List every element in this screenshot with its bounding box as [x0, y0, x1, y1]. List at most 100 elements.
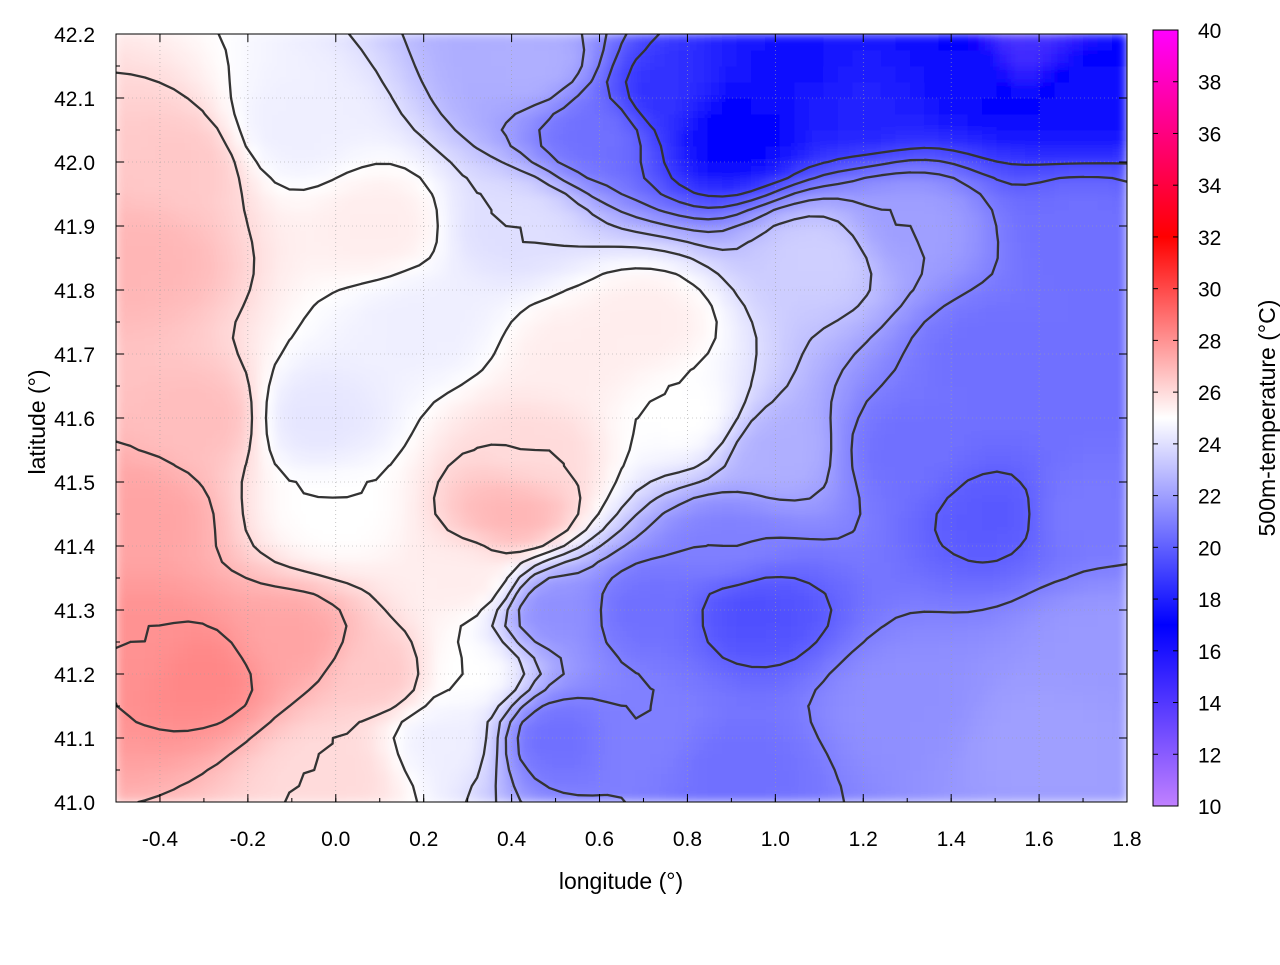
field-cell	[216, 177, 233, 195]
field-cell	[505, 65, 521, 83]
field-cell	[332, 353, 348, 371]
field-cell	[606, 449, 622, 467]
field-cell	[938, 305, 955, 323]
field-cell	[1068, 433, 1085, 451]
field-cell	[447, 65, 464, 83]
field-cell	[505, 241, 521, 259]
field-cell	[1025, 337, 1041, 355]
field-cell	[982, 177, 998, 195]
field-cell	[621, 465, 637, 483]
field-cell	[1025, 353, 1041, 371]
field-cell	[231, 34, 247, 51]
field-cell	[1010, 273, 1027, 291]
field-cell	[707, 417, 724, 435]
field-cell	[116, 257, 131, 275]
field-cell	[880, 289, 897, 307]
field-cell	[505, 529, 521, 547]
field-cell	[909, 657, 926, 675]
field-cell	[996, 689, 1012, 707]
field-cell	[274, 49, 290, 67]
field-cell	[794, 369, 810, 387]
field-cell	[563, 65, 579, 83]
field-cell	[577, 225, 594, 243]
field-cell	[909, 225, 926, 243]
field-cell	[895, 81, 911, 99]
field-cell	[129, 545, 146, 563]
field-cell	[187, 785, 204, 802]
field-cell	[924, 657, 940, 675]
field-cell	[880, 145, 897, 163]
field-cell	[621, 337, 637, 355]
field-cell	[707, 769, 724, 787]
field-cell	[707, 433, 724, 451]
field-cell	[129, 657, 146, 675]
field-cell	[722, 593, 738, 611]
field-cell	[202, 657, 218, 675]
field-cell	[635, 49, 651, 67]
field-cell	[866, 49, 882, 67]
contour-line	[116, 440, 348, 802]
field-cell	[202, 449, 218, 467]
field-cell	[202, 417, 218, 435]
field-cell	[895, 545, 911, 563]
field-cell	[346, 561, 363, 579]
field-cell	[433, 641, 449, 659]
field-cell	[577, 289, 594, 307]
field-cell	[129, 641, 146, 659]
field-cell	[375, 577, 391, 595]
field-cell	[389, 337, 406, 355]
field-cell	[982, 241, 998, 259]
field-cell	[389, 353, 406, 371]
field-cell	[1068, 193, 1085, 211]
field-cell	[722, 417, 738, 435]
field-cell	[462, 49, 478, 67]
field-cell	[317, 225, 334, 243]
field-cell	[938, 113, 955, 131]
field-cell	[389, 193, 406, 211]
field-cell	[274, 529, 290, 547]
field-cell	[664, 769, 680, 787]
field-cell	[361, 385, 377, 403]
field-cell	[664, 34, 680, 51]
field-cell	[476, 497, 493, 515]
field-cell	[852, 337, 868, 355]
field-cell	[866, 449, 882, 467]
field-cell	[693, 641, 709, 659]
field-cell	[837, 769, 854, 787]
field-cell	[1112, 449, 1127, 467]
field-cell	[866, 177, 882, 195]
field-cell	[1083, 641, 1099, 659]
field-cell	[1010, 769, 1027, 787]
field-cell	[129, 673, 146, 691]
field-cell	[794, 721, 810, 739]
field-cell	[852, 129, 868, 147]
field-cell	[274, 369, 290, 387]
field-cell	[274, 481, 290, 499]
field-cell	[116, 305, 131, 323]
field-cell	[649, 561, 666, 579]
field-cell	[563, 305, 579, 323]
field-cell	[433, 34, 449, 51]
field-cell	[418, 145, 435, 163]
field-cell	[577, 705, 594, 723]
field-cell	[144, 369, 160, 387]
field-cell	[1112, 785, 1127, 802]
field-cell	[592, 401, 608, 419]
field-cell	[332, 481, 348, 499]
field-cell	[389, 497, 406, 515]
field-cell	[1054, 481, 1070, 499]
field-cell	[303, 305, 319, 323]
field-cell	[750, 49, 767, 67]
field-cell	[462, 689, 478, 707]
field-cell	[216, 433, 233, 451]
contour-line	[116, 71, 582, 802]
field-cell	[953, 625, 969, 643]
field-cell	[837, 65, 854, 83]
field-cell	[274, 417, 290, 435]
field-cell	[1039, 433, 1056, 451]
field-cell	[216, 161, 233, 179]
colorbar-tick-label: 16	[1198, 641, 1221, 664]
field-cell	[231, 785, 247, 802]
field-cell	[621, 625, 637, 643]
field-cell	[202, 193, 218, 211]
